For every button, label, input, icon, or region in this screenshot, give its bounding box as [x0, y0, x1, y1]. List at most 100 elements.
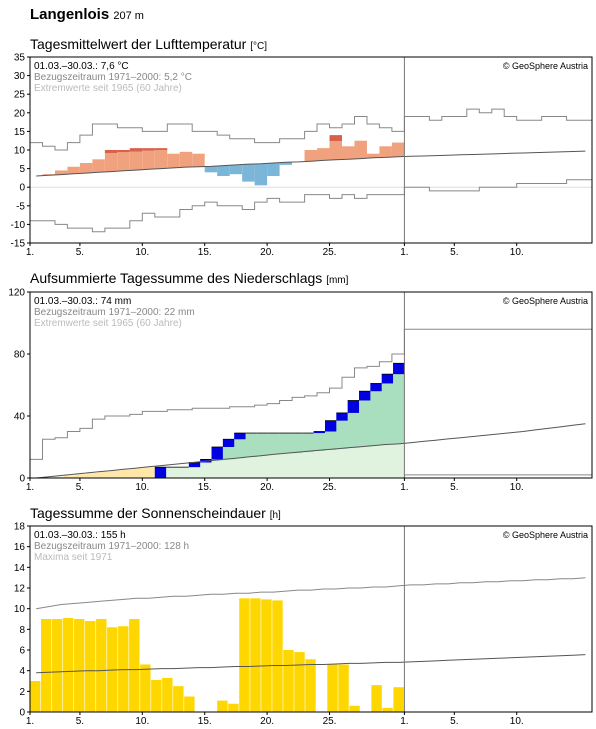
precip-area-above-normal — [234, 433, 246, 459]
temp-bar-below-normal — [217, 165, 230, 177]
sun-bar — [140, 664, 151, 712]
temp-ytick-label: 0 — [19, 183, 25, 194]
sun-bar — [30, 681, 41, 712]
precip-daily-bar — [393, 363, 405, 375]
precip-area-above-normal — [245, 433, 258, 457]
temp-min-envelope — [30, 179, 592, 233]
temp-ytick-label: 10 — [14, 146, 26, 157]
sunshine-unit: [h] — [269, 510, 281, 521]
sun-bar — [228, 703, 239, 712]
temp-ytick-label: 20 — [14, 108, 26, 119]
precip-daily-bar — [222, 439, 235, 447]
precip-xtick-label: 25. — [323, 482, 337, 493]
precip-area-normal — [324, 449, 337, 478]
precip-xtick-label: 5. — [76, 482, 84, 493]
sun-bar — [382, 707, 393, 712]
sun-ytick-label: 18 — [14, 522, 26, 533]
sun-bar — [371, 685, 382, 712]
precip-daily-bar — [370, 383, 383, 392]
precip-area-above-normal — [370, 383, 383, 446]
precip-area-deficit — [98, 471, 110, 478]
sun-bar — [162, 677, 173, 712]
temp-bar-much-above — [104, 150, 118, 153]
temp-xtick-label: 1. — [26, 247, 34, 258]
temp-ytick-label: -15 — [11, 239, 26, 250]
station-name: Langenlois — [30, 6, 110, 23]
precip-area-normal — [166, 467, 178, 478]
precip-area-normal — [313, 451, 326, 478]
temp-bar-above-normal — [104, 152, 118, 172]
precip-plot-border — [29, 291, 593, 479]
temp-bar-above-normal — [79, 163, 93, 174]
precip-copyright: © GeoSphere Austria — [503, 296, 588, 306]
precip-info-extremes: Extremwerte seit 1965 (60 Jahre) — [34, 318, 182, 329]
precip-xtick-label: 15. — [198, 482, 212, 493]
sun-bar — [250, 598, 261, 712]
station-header: Langenlois 207 m — [30, 6, 144, 23]
precip-daily-bar — [381, 374, 394, 384]
sunshine-title-text: Tagessumme der Sonnenscheindauer — [30, 505, 266, 521]
precip-area-normal — [381, 444, 394, 478]
temp-bar-above-normal — [142, 150, 155, 170]
precip-area-normal — [245, 456, 258, 478]
precip-area-deficit — [120, 469, 133, 478]
temperature-title: Tagesmittelwert der Lufttemperatur [°C] — [30, 36, 267, 52]
temp-info-normal: Bezugszeitraum 1971–2000: 5,2 °C — [34, 72, 192, 83]
sun-bar — [305, 659, 316, 712]
temp-bar-above-normal — [391, 142, 405, 157]
sun-xtick-label: 1. — [26, 716, 34, 727]
precip-xtick-label: 5. — [450, 482, 458, 493]
temp-xtick-label: 10. — [135, 247, 149, 258]
precip-daily-bar — [211, 447, 224, 460]
precip-area-above-normal — [222, 439, 235, 460]
precip-area-normal — [256, 455, 269, 478]
precip-area-above-normal — [313, 431, 326, 452]
temp-bar-much-above — [142, 148, 155, 151]
sun-ytick-label: 14 — [14, 563, 26, 574]
precip-area-deficit — [132, 468, 144, 478]
sun-bar — [85, 621, 96, 712]
sun-xtick-label: 1. — [400, 716, 408, 727]
precip-xtick-label: 1. — [400, 482, 408, 493]
sun-ytick-label: 12 — [14, 584, 26, 595]
temp-ytick-label: 15 — [14, 127, 26, 138]
sun-xtick-label: 25. — [323, 716, 337, 727]
precip-area-deficit — [64, 475, 76, 478]
precip-area-deficit — [143, 466, 156, 478]
temp-bar-above-normal — [304, 150, 318, 162]
temp-info-extremes: Extremwerte seit 1965 (60 Jahre) — [34, 83, 182, 94]
precip-daily-bar — [347, 400, 360, 413]
sun-bar — [349, 705, 360, 712]
temp-xtick-label: 1. — [400, 247, 408, 258]
temperature-title-text: Tagesmittelwert der Lufttemperatur — [30, 36, 247, 52]
sun-info-extremes: Maxima seit 1971 — [34, 552, 113, 563]
temp-normal-line — [36, 150, 586, 177]
precip-xtick-label: 1. — [26, 482, 34, 493]
precip-info-current: 01.03.–30.03.: 74 mm — [34, 296, 131, 307]
precip-daily-bar — [234, 433, 246, 440]
sun-ytick-label: 8 — [19, 625, 25, 636]
temp-ytick-label: 35 — [14, 53, 26, 64]
precip-xtick-label: 10. — [510, 482, 524, 493]
sun-bar — [173, 686, 184, 712]
temp-bar-above-normal — [67, 166, 80, 174]
sun-bar — [129, 619, 140, 712]
temp-plot-border — [29, 56, 593, 244]
sun-bar — [283, 650, 294, 712]
sun-bar — [272, 600, 283, 712]
sun-bar — [63, 617, 74, 712]
precip-area-above-normal — [268, 433, 280, 455]
temp-ytick-label: 5 — [19, 164, 25, 175]
temp-bar-above-normal — [167, 153, 180, 168]
temperature-unit: [°C] — [250, 41, 267, 52]
sun-bar — [96, 619, 107, 712]
temp-bar-below-normal — [204, 166, 218, 173]
sun-xtick-label: 20. — [260, 716, 274, 727]
sun-bar — [338, 664, 349, 712]
sun-ytick-label: 0 — [19, 708, 25, 719]
station-elevation: 207 m — [113, 10, 144, 22]
sun-copyright: © GeoSphere Austria — [503, 530, 588, 540]
sun-bar — [294, 652, 305, 712]
precip-area-above-normal — [393, 363, 405, 444]
temp-bar-above-normal — [129, 151, 143, 171]
